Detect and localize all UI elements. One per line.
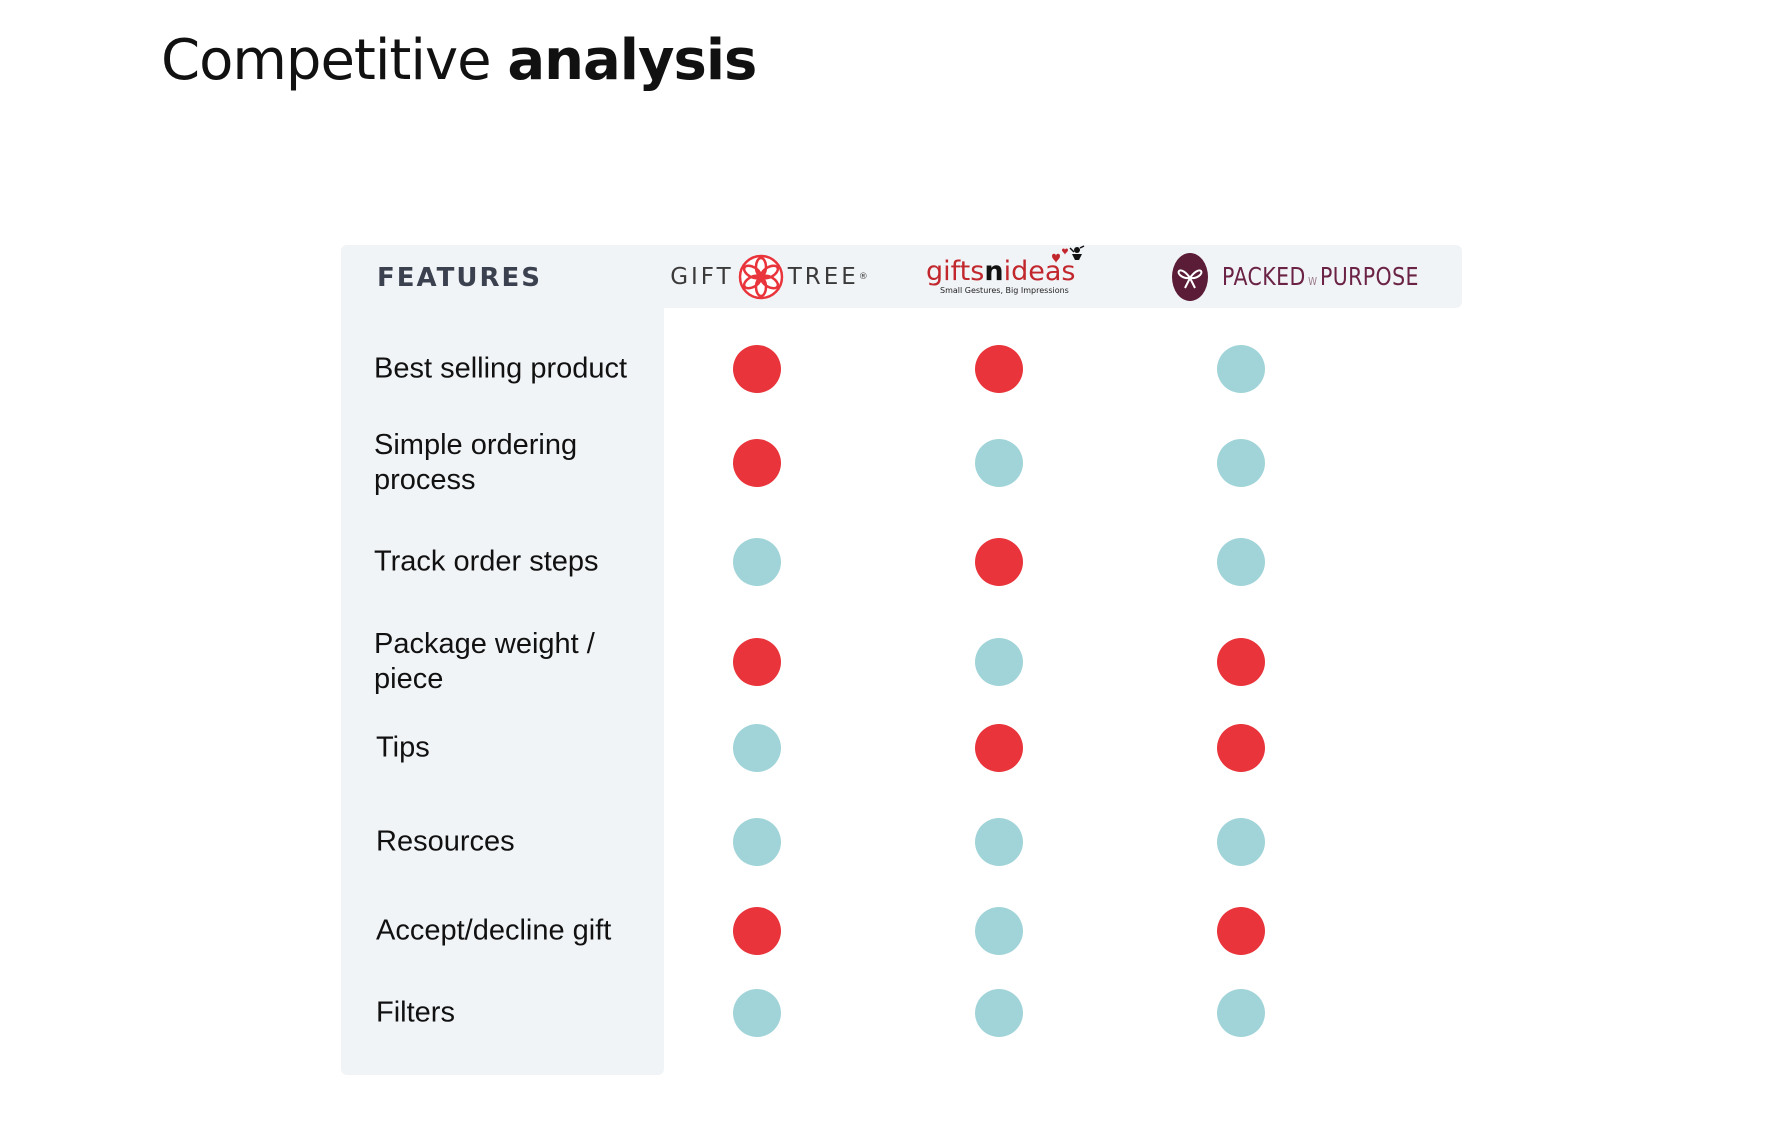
feature-label: Filters (376, 996, 455, 1029)
status-dot-teal (733, 989, 781, 1037)
status-dot-teal (733, 538, 781, 586)
status-dot-red (733, 439, 781, 487)
status-dot-teal (975, 989, 1023, 1037)
packed-text-left: PACKED (1221, 262, 1306, 291)
feature-label: Simple ordering process (374, 429, 578, 496)
giftsnideas-tagline: Small Gestures, Big Impressions (940, 285, 1069, 295)
gifttree-logo-text-left: GIFT (670, 263, 734, 290)
cupid-icon (1046, 244, 1086, 274)
status-dot-teal (1217, 989, 1265, 1037)
flower-icon (738, 254, 784, 300)
feature-label: Resources (376, 825, 515, 858)
giftsnideas-wordmark: giftsnideas (926, 244, 1085, 287)
status-dot-red (1217, 724, 1265, 772)
features-header: FEATURES (377, 263, 542, 293)
status-dot-teal (975, 439, 1023, 487)
title-part-2: analysis (507, 28, 757, 93)
status-dot-red (975, 345, 1023, 393)
ribbon-icon (1172, 252, 1208, 301)
feature-label: Track order steps (374, 545, 599, 578)
status-dot-red (733, 638, 781, 686)
packed-text-w: W (1308, 275, 1318, 288)
registered-mark: ® (858, 271, 868, 282)
status-dot-teal (1217, 345, 1265, 393)
packed-wordmark: PACKED WPURPOSE (1222, 262, 1419, 291)
status-dot-teal (1217, 439, 1265, 487)
packed-with-purpose-logo: PACKED WPURPOSE (1172, 245, 1462, 308)
status-dot-red (975, 724, 1023, 772)
status-dot-teal (733, 724, 781, 772)
gifttree-logo-text-right: TREE (787, 263, 859, 290)
giftsnideas-text-n: n (984, 255, 1004, 287)
page-title: Competitive analysis (161, 26, 757, 96)
gifttree-logo: GIFT TREE ® (664, 245, 874, 308)
feature-label: Best selling product (374, 352, 628, 385)
status-dot-teal (1217, 538, 1265, 586)
feature-label: Accept/decline gift (376, 914, 612, 947)
status-dot-red (733, 907, 781, 955)
title-part-1: Competitive (161, 28, 492, 93)
status-dot-teal (975, 818, 1023, 866)
status-dot-red (975, 538, 1023, 586)
status-dot-teal (975, 907, 1023, 955)
giftsnideas-text-b: ideas (1003, 255, 1076, 287)
comparison-table: FEATURES GIFT TREE ® (341, 244, 1462, 1075)
status-dot-red (1217, 638, 1265, 686)
giftsnideas-logo: giftsnideas Small Gestures, Big Impressi… (926, 244, 1126, 308)
status-dot-red (1217, 907, 1265, 955)
feature-column (341, 245, 664, 1075)
status-dot-teal (975, 638, 1023, 686)
feature-label: Tips (376, 731, 430, 764)
feature-label: Package weight / piece (374, 628, 595, 695)
status-dot-teal (733, 818, 781, 866)
giftsnideas-text-a: gifts (926, 255, 985, 287)
status-dot-red (733, 345, 781, 393)
status-dot-teal (1217, 818, 1265, 866)
packed-text-right: PURPOSE (1319, 262, 1419, 291)
